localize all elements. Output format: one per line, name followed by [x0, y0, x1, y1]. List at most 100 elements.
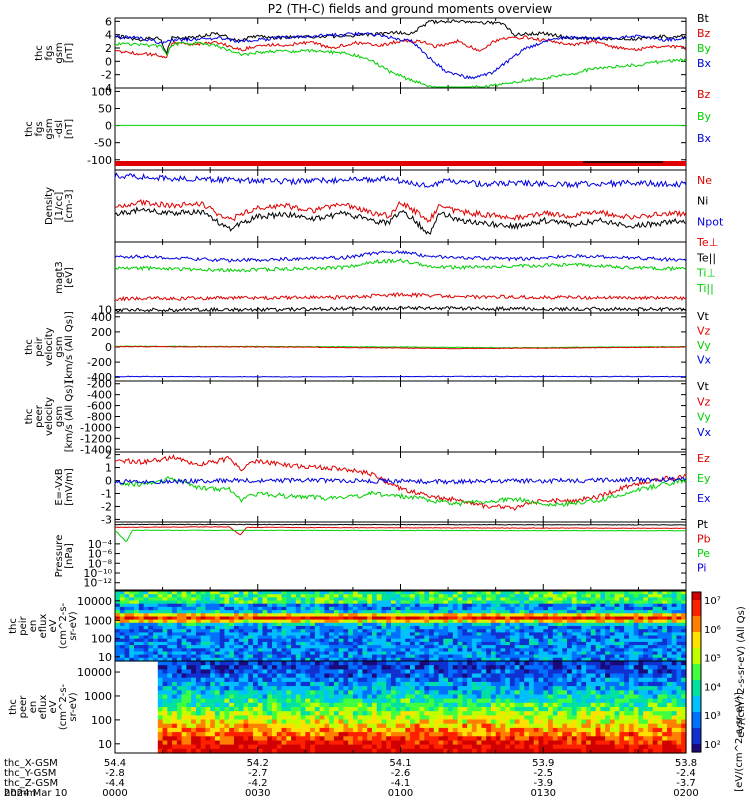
spectrogram-cell — [443, 682, 448, 687]
spectrogram-cell — [305, 686, 310, 691]
spectrogram-cell — [186, 674, 191, 679]
spectrogram-cell — [205, 715, 210, 720]
spectrogram-cell — [386, 661, 391, 666]
spectrogram-cell — [367, 695, 372, 700]
spectrogram-cell — [158, 661, 163, 666]
spectrogram-cell — [596, 715, 601, 720]
spectrogram-cell — [638, 707, 643, 712]
spectrogram-cell — [420, 678, 425, 683]
spectrogram-cell — [481, 703, 486, 708]
spectrogram-cell — [539, 720, 544, 725]
spectrogram-cell — [600, 703, 605, 708]
spectrogram-cell — [558, 686, 563, 691]
spectrogram-cell — [458, 715, 463, 720]
spectrogram-cell — [286, 699, 291, 704]
spectrogram-cell — [315, 707, 320, 712]
spectrogram-cell — [353, 707, 358, 712]
spectrogram-cell — [605, 699, 610, 704]
spectrogram-cell — [543, 715, 548, 720]
spectrogram-cell — [244, 661, 249, 666]
spectrogram-cell — [305, 703, 310, 708]
spectrogram-cell — [339, 661, 344, 666]
spectrogram-cell — [572, 711, 577, 716]
spectrogram-cell — [158, 665, 163, 670]
spectrogram-cell — [263, 720, 268, 725]
spectrogram-cell — [548, 674, 553, 679]
spectrogram-cell — [629, 707, 634, 712]
panel-frame — [115, 18, 686, 88]
spectrogram-cell — [424, 669, 429, 674]
spectrogram-cell — [201, 695, 206, 700]
spectrogram-cell — [291, 665, 296, 670]
spectrogram-cell — [472, 715, 477, 720]
spectrogram-cell — [377, 686, 382, 691]
spectrogram-cell — [467, 715, 472, 720]
spectrogram-cell — [315, 678, 320, 683]
spectrogram-cell — [415, 707, 420, 712]
spectrogram-cell — [310, 669, 315, 674]
spectrogram-cell — [472, 728, 477, 733]
spectrogram-cell — [267, 715, 272, 720]
spectrogram-cell — [424, 661, 429, 666]
spectrogram-cell — [391, 678, 396, 683]
spectrogram-cell — [505, 695, 510, 700]
spectrogram-cell — [248, 720, 253, 725]
spectrogram-cell — [443, 674, 448, 679]
spectrogram-cell — [629, 686, 634, 691]
spectrogram-cell — [515, 711, 520, 716]
spectrogram-cell — [605, 665, 610, 670]
spectrogram-cell — [329, 665, 334, 670]
spectrogram-cell — [158, 720, 163, 725]
spectrogram-cell — [167, 707, 172, 712]
spectrogram-cell — [305, 661, 310, 666]
spectrogram-cell — [310, 678, 315, 683]
spectrogram-cell — [424, 686, 429, 691]
spectrogram-cell — [205, 682, 210, 687]
spectrogram-cell — [677, 724, 682, 729]
spectrogram-cell — [548, 707, 553, 712]
spectrogram-cell — [343, 678, 348, 683]
spectrogram-cell — [163, 715, 168, 720]
spectrogram-cell — [310, 728, 315, 733]
spectrogram-cell — [567, 690, 572, 695]
y-tick-label: 6 — [105, 15, 112, 28]
spectrogram-cell — [615, 711, 620, 716]
spectrogram-cell — [577, 682, 582, 687]
spectrogram-cell — [520, 678, 525, 683]
spectrogram-cell — [558, 669, 563, 674]
spectrogram-cell — [377, 728, 382, 733]
spectrogram-cell — [186, 690, 191, 695]
spectrogram-cell — [448, 678, 453, 683]
series-bt-line — [115, 20, 686, 54]
spectrogram-cell — [163, 695, 168, 700]
y-tick-label: -3 — [101, 513, 112, 526]
spectrogram-cell — [382, 674, 387, 679]
spectrogram-cell — [477, 695, 482, 700]
spectrogram-cell — [434, 720, 439, 725]
spectrogram-cell — [486, 669, 491, 674]
spectrogram-cell — [558, 695, 563, 700]
spectrogram-cell — [553, 707, 558, 712]
spectrogram-cell — [615, 699, 620, 704]
spectrogram-cell — [615, 707, 620, 712]
spectrogram-cell — [648, 669, 653, 674]
spectrogram-cell — [296, 703, 301, 708]
spectrogram-cell — [220, 678, 225, 683]
spectrogram-cell — [477, 715, 482, 720]
spectrogram-cell — [234, 686, 239, 691]
spectrogram-cell — [258, 674, 263, 679]
spectrogram-cell — [277, 699, 282, 704]
spectrogram-cell — [282, 720, 287, 725]
spectrogram-cell — [158, 724, 163, 729]
spectrogram-cell — [667, 665, 672, 670]
spectrogram-cell — [486, 690, 491, 695]
spectrogram-cell — [282, 715, 287, 720]
spectrogram-cell — [677, 715, 682, 720]
spectrogram-cell — [515, 707, 520, 712]
spectrogram-cell — [391, 695, 396, 700]
spectrogram-cell — [439, 711, 444, 716]
spectrogram-cell — [310, 711, 315, 716]
spectrogram-cell — [515, 682, 520, 687]
spectrogram-cell — [458, 724, 463, 729]
spectrogram-cell — [282, 669, 287, 674]
